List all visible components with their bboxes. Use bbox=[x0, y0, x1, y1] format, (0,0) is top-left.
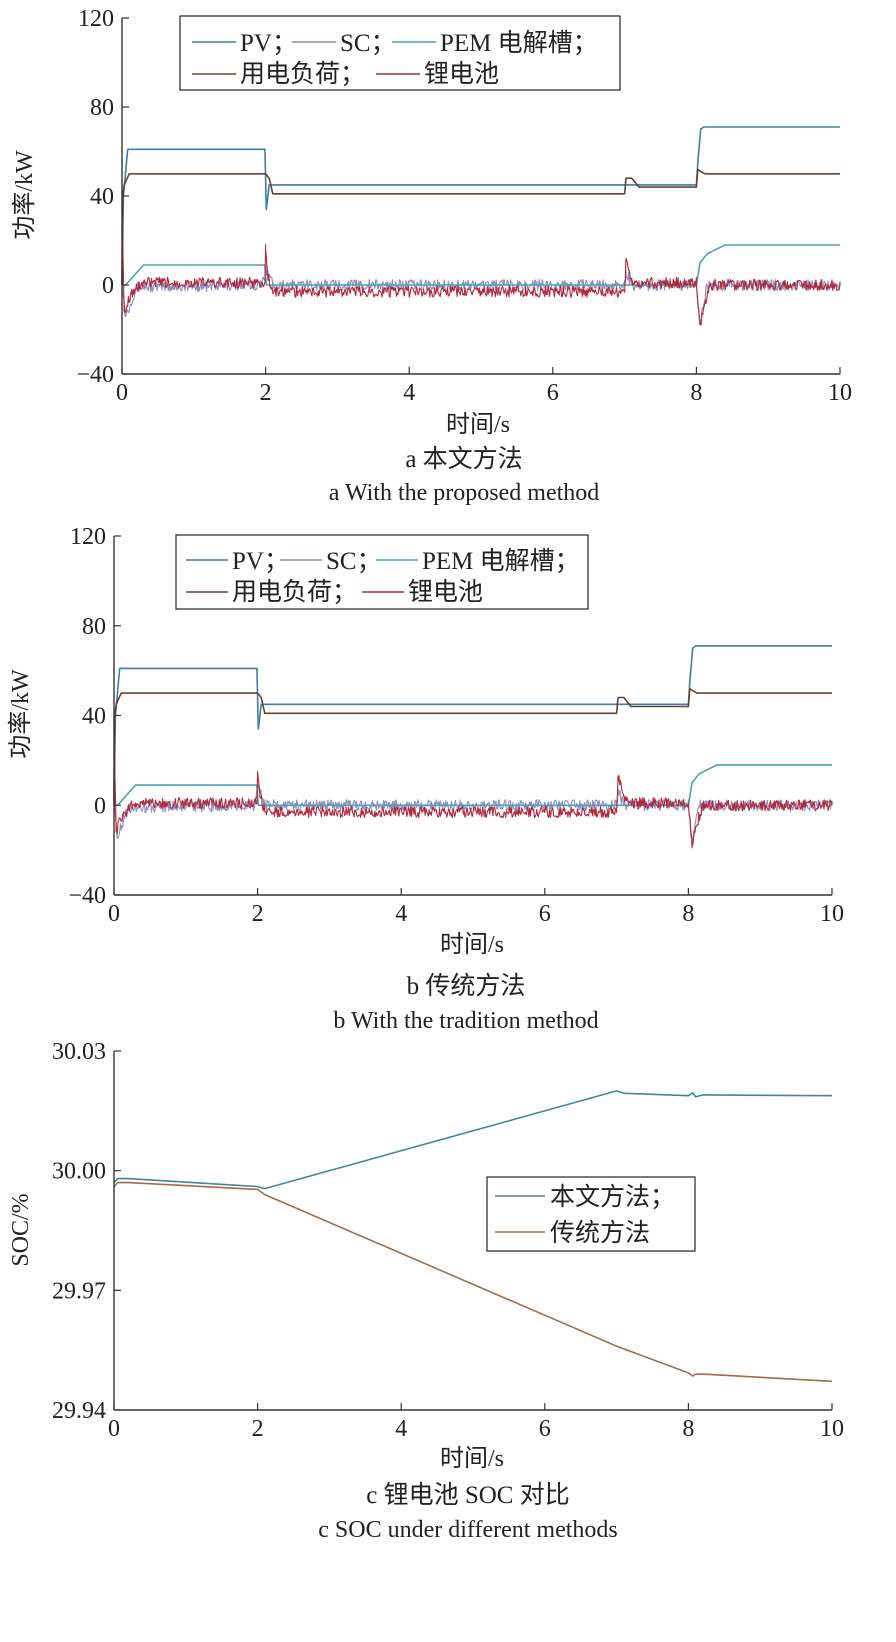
x-tick-label: 10 bbox=[820, 901, 844, 927]
panel-b-legend: PV； SC； PEM 电解槽； 用电负荷； 锂电池 bbox=[186, 547, 580, 606]
panel-a-legend-box bbox=[179, 15, 621, 91]
y-tick-label: 0 bbox=[102, 273, 114, 299]
series-soc_traditional-line bbox=[113, 1181, 833, 1383]
panel-c-xlabel: 时间/s bbox=[440, 1445, 504, 1472]
y-tick-label: 120 bbox=[78, 6, 114, 32]
legend-battery-label: 锂电池 bbox=[408, 578, 483, 606]
panel-c-legend-box bbox=[486, 1176, 696, 1252]
panel-c-legend: 本文方法； 传统方法 bbox=[495, 1183, 675, 1247]
y-tick-label: 80 bbox=[82, 614, 106, 640]
panel-c-plot-area: 0 2 4 6 8 10 29.94 29.97 30.00 30.03 bbox=[52, 1039, 844, 1442]
x-tick-label: 6 bbox=[547, 380, 559, 406]
panel-b-caption-en: b With the tradition method bbox=[333, 1008, 598, 1034]
legend-load-label: 用电负荷； bbox=[232, 578, 357, 606]
panel-b-ylabel: 功率/kW bbox=[7, 669, 34, 759]
x-tick-label: 2 bbox=[252, 901, 264, 927]
panel-c-caption-en: c SOC under different methods bbox=[318, 1517, 618, 1543]
series-battery-line bbox=[121, 206, 841, 326]
legend-proposed-label: 本文方法； bbox=[550, 1183, 675, 1211]
panel-c-ylabel: SOC/% bbox=[8, 1193, 34, 1266]
x-tick-label: 2 bbox=[252, 1416, 264, 1442]
x-tick-label: 6 bbox=[539, 1416, 551, 1442]
panel-b-caption-zh: b 传统方法 bbox=[407, 972, 526, 1000]
x-tick-label: 8 bbox=[682, 1416, 694, 1442]
y-tick-label: 30.03 bbox=[52, 1039, 106, 1065]
panel-c-soc-comparison: 0 2 4 6 8 10 29.94 29.97 30.00 30.03 本文方法； 传统方法 时… bbox=[8, 1039, 844, 1543]
x-tick-label: 8 bbox=[682, 901, 694, 927]
legend-pem-label: PEM 电解槽； bbox=[422, 547, 580, 575]
y-tick-label: 29.97 bbox=[52, 1278, 106, 1304]
x-tick-label: 4 bbox=[395, 901, 407, 927]
panel-a-xlabel: 时间/s bbox=[446, 411, 510, 438]
panel-b-xlabel: 时间/s bbox=[440, 931, 504, 958]
x-tick-label: 10 bbox=[820, 1416, 844, 1442]
x-tick-label: 6 bbox=[539, 901, 551, 927]
y-tick-label: 0 bbox=[94, 793, 106, 819]
legend-battery-label: 锂电池 bbox=[424, 60, 499, 88]
panel-a-ylabel: 功率/kW bbox=[11, 150, 38, 240]
x-tick-label: 0 bbox=[108, 901, 120, 927]
x-tick-label: 4 bbox=[395, 1416, 407, 1442]
series-load-line bbox=[121, 168, 840, 286]
legend-traditional-label: 传统方法 bbox=[550, 1219, 650, 1247]
legend-pv-label: PV； bbox=[240, 30, 297, 57]
series-pem-line bbox=[114, 764, 832, 807]
legend-load-label: 用电负荷； bbox=[240, 60, 365, 88]
panel-c-caption-zh: c 锂电池 SOC 对比 bbox=[366, 1481, 569, 1509]
y-tick-label: 29.94 bbox=[52, 1398, 106, 1424]
y-tick-label: 40 bbox=[90, 184, 114, 210]
y-tick-label: −40 bbox=[76, 362, 114, 388]
panel-a-legend: PV； SC； PEM 电解槽； 用电负荷； 锂电池 bbox=[192, 29, 598, 88]
series-battery-line bbox=[113, 726, 833, 849]
series-pv-line bbox=[121, 126, 840, 286]
legend-sc-label: SC； bbox=[326, 548, 382, 575]
y-tick-label: −40 bbox=[68, 883, 106, 909]
series-soc_proposed-line bbox=[113, 1090, 833, 1190]
series-sc-line bbox=[121, 264, 841, 326]
panel-a-caption-en: a With the proposed method bbox=[329, 480, 600, 506]
x-tick-label: 0 bbox=[116, 380, 128, 406]
x-tick-label: 0 bbox=[108, 1416, 120, 1442]
x-tick-label: 2 bbox=[260, 380, 272, 406]
x-tick-label: 4 bbox=[403, 380, 415, 406]
legend-sc-label: SC； bbox=[340, 30, 396, 57]
legend-pem-label: PEM 电解槽； bbox=[440, 29, 598, 57]
legend-pv-label: PV； bbox=[232, 548, 289, 575]
y-tick-label: 30.00 bbox=[52, 1159, 106, 1185]
series-sc-line bbox=[113, 784, 833, 847]
y-tick-label: 80 bbox=[90, 95, 114, 121]
x-tick-label: 10 bbox=[828, 380, 852, 406]
panel-b-legend-box bbox=[175, 534, 589, 610]
y-tick-label: 120 bbox=[70, 524, 106, 550]
series-load-line bbox=[113, 687, 832, 806]
series-pv-line bbox=[113, 645, 832, 806]
panel-a-caption-zh: a 本文方法 bbox=[405, 445, 522, 473]
y-tick-label: 40 bbox=[82, 704, 106, 730]
x-tick-label: 8 bbox=[690, 380, 702, 406]
